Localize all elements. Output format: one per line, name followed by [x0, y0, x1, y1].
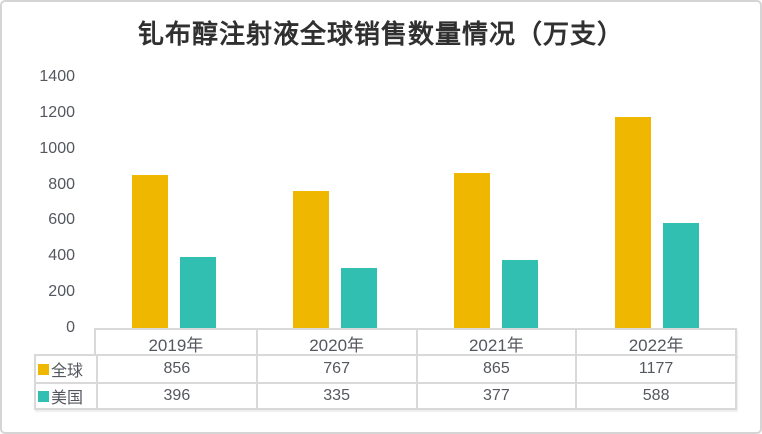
bar-美国-2021年 [501, 260, 538, 328]
bar-美国-2020年 [341, 267, 378, 328]
bar-美国-2019年 [180, 257, 217, 328]
value-cell: 377 [415, 382, 576, 408]
y-axis-tick-label: 1400 [39, 68, 75, 85]
year-header-cell: 2020年 [255, 330, 416, 356]
legend-swatch-icon [38, 390, 49, 402]
plot-region: 0 200 400 600 800 1000 1200 1400 [2, 69, 760, 336]
legend-label: 美国 [51, 390, 84, 407]
bar-全球-2021年 [453, 172, 490, 328]
data-table-body: 全球 856 767 865 1177 美国 396 335 377 588 [34, 354, 737, 410]
value-cell: 865 [415, 356, 576, 382]
value-cell: 767 [255, 356, 416, 382]
value-cell: 856 [96, 356, 256, 382]
year-header-cell: 2021年 [415, 330, 576, 356]
value-cell: 335 [255, 382, 416, 408]
bar-美国-2022年 [662, 222, 699, 328]
legend-cell: 全球 [36, 356, 96, 382]
bar-全球-2019年 [132, 174, 169, 328]
y-axis-tick-label: 0 [66, 319, 75, 336]
bar-全球-2020年 [293, 190, 330, 328]
bar-group-2021年 [416, 77, 577, 328]
data-table-header-row: 2019年 2020年 2021年 2022年 [94, 328, 737, 356]
bar-全球-2022年 [614, 116, 651, 328]
value-cell: 588 [575, 382, 735, 408]
y-axis-tick-label: 800 [48, 175, 75, 193]
y-axis-tick-label: 600 [48, 211, 75, 229]
chart-title: 钆布醇注射液全球销售数量情况（万支） [137, 20, 624, 50]
y-axis: 0 200 400 600 800 1000 1200 1400 [2, 69, 75, 336]
year-header-cell: 2022年 [575, 330, 735, 356]
y-axis-tick-label: 200 [48, 283, 75, 301]
year-header-cell: 2019年 [148, 335, 204, 355]
y-axis-tick-label: 400 [48, 247, 75, 265]
bar-group-2022年 [576, 77, 737, 328]
bar-group-2019年 [94, 77, 255, 328]
value-cell: 396 [96, 382, 256, 408]
value-cell: 1177 [575, 356, 735, 382]
legend-cell: 美国 [36, 382, 96, 408]
legend-label: 全球 [51, 363, 84, 380]
y-axis-tick-label: 1000 [39, 139, 75, 157]
y-axis-tick-label: 1200 [39, 103, 75, 121]
plot-area [94, 77, 737, 328]
legend-swatch-icon [38, 363, 49, 375]
bar-group-2020年 [255, 77, 416, 328]
